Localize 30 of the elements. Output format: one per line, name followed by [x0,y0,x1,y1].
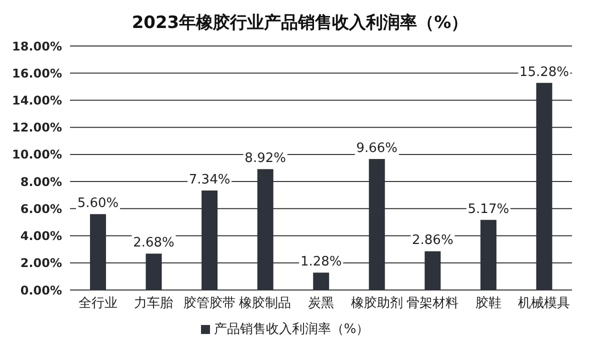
data-label: 5.17% [468,202,510,217]
y-tick-label: 12.00% [12,120,62,135]
legend-label: 产品销售收入利润率（%） [214,322,370,337]
data-label: 8.92% [244,151,286,166]
data-label: 9.66% [356,141,398,156]
y-tick-label: 16.00% [12,66,62,80]
data-label: 7.34% [188,172,230,188]
data-label: 2.86% [412,233,454,248]
y-tick-label: 14.00% [12,93,62,108]
x-tick-label: 橡胶助剂 [350,295,403,312]
chart-title: 2023年橡胶行业产品销售收入利润率（%） [130,12,470,35]
y-tick-label: 6.00% [20,202,62,216]
y-tick-label: 2.00% [20,256,62,270]
x-tick-label: 力车胎 [134,296,174,312]
x-tick-label: 机械模具 [518,296,570,312]
x-tick-label: 胶管胶带 [183,296,236,312]
data-label: 15.28% [519,64,570,80]
y-tick-label: 0.00% [20,283,62,298]
x-tick-label: 骨架材料 [406,296,459,312]
y-tick-label: 8.00% [20,174,62,189]
y-tick-label: 4.00% [20,229,62,244]
x-tick-label: 橡胶制品 [239,296,292,312]
y-tick-label: 10.00% [12,148,62,162]
y-tick-label: 18.00% [12,39,62,54]
x-tick-label: 全行业 [78,296,118,312]
data-label: 1.28% [300,254,342,270]
x-tick-label: 胶鞋 [475,296,502,312]
data-label: 2.68% [133,236,174,251]
x-tick-label: 炭黑 [308,296,334,312]
data-label: 5.60% [77,196,119,212]
